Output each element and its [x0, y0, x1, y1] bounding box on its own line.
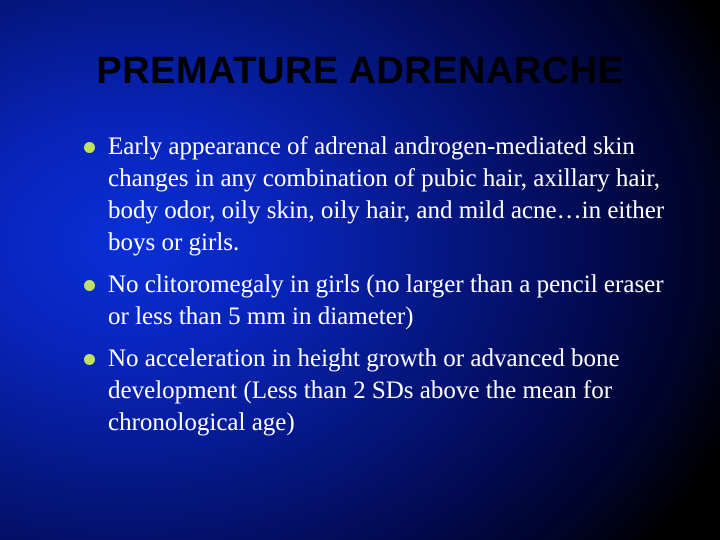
list-item: No clitoromegaly in girls (no larger tha… [84, 269, 672, 333]
slide: PREMATURE ADRENARCHE Early appearance of… [0, 0, 720, 540]
bullet-list: Early appearance of adrenal androgen-med… [48, 131, 672, 439]
bullet-text: Early appearance of adrenal androgen-med… [108, 133, 664, 256]
slide-title: PREMATURE ADRENARCHE [48, 50, 672, 93]
list-item: Early appearance of adrenal androgen-med… [84, 131, 672, 259]
list-item: No acceleration in height growth or adva… [84, 343, 672, 439]
bullet-text: No clitoromegaly in girls (no larger tha… [108, 271, 664, 330]
bullet-text: No acceleration in height growth or adva… [108, 345, 620, 436]
